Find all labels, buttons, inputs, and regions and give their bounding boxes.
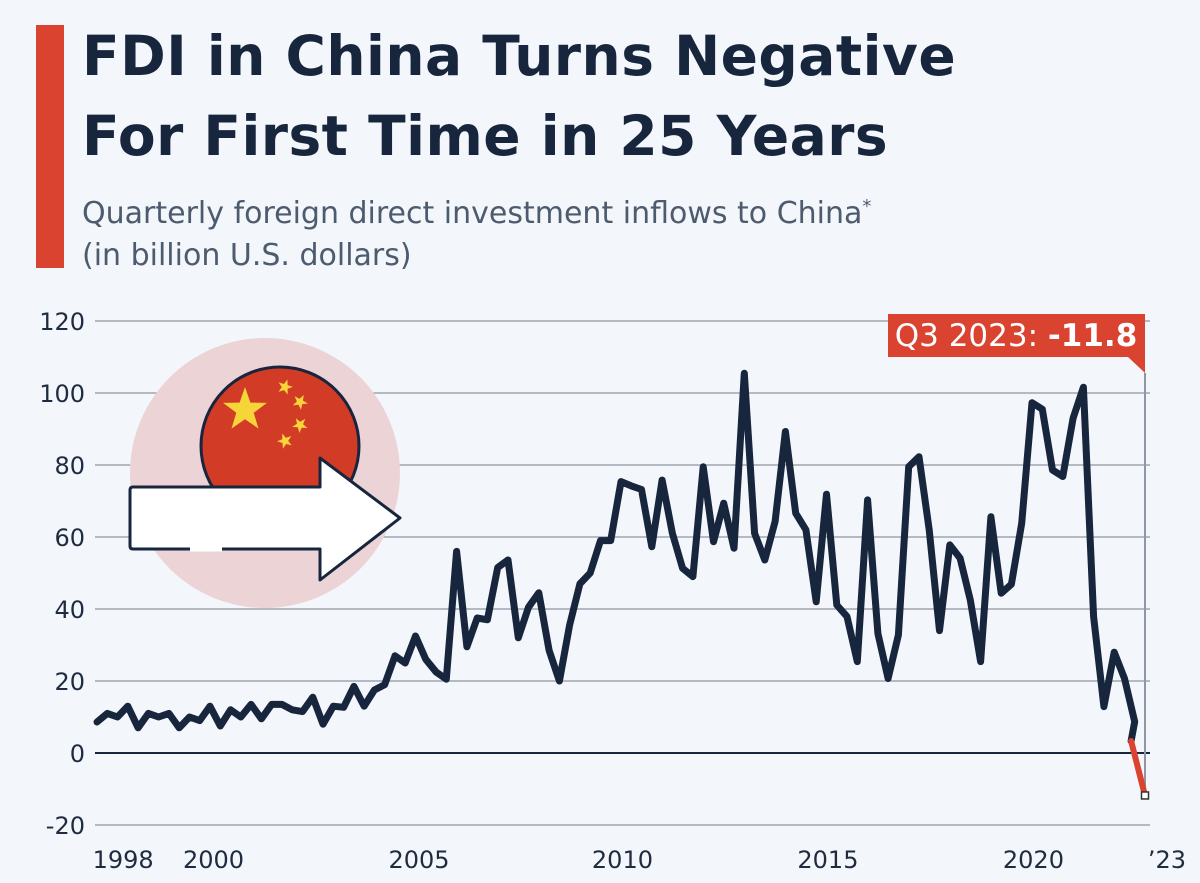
china-flag-illustration [128, 338, 402, 608]
flag-stars [223, 379, 308, 449]
small-star-icon [292, 418, 308, 433]
small-star-icon [278, 379, 293, 395]
x-tick-label: ’23 [1148, 846, 1186, 874]
subtitle-line-2: (in billion U.S. dollars) [82, 238, 412, 273]
callout-label: Q3 2023: [895, 318, 1048, 354]
y-axis: -20 0 20 40 60 80 100 120 [39, 308, 85, 840]
y-tick-label: 80 [54, 452, 85, 480]
y-tick-label: -20 [46, 812, 85, 840]
arrow-right-icon [128, 456, 402, 582]
x-tick-label: 2020 [1003, 846, 1064, 874]
series-line-fdi [93, 369, 1139, 745]
x-tick-label: 1998 [93, 846, 154, 874]
x-tick-label: 2005 [388, 846, 449, 874]
x-tick-label: 2000 [183, 846, 244, 874]
x-tick-label: 2015 [797, 846, 858, 874]
title-line-2: For First Time in 25 Years [82, 104, 889, 168]
x-tick-label: 2010 [592, 846, 653, 874]
y-tick-label: 120 [39, 308, 85, 336]
footnote-marker: * [862, 196, 872, 217]
latest-data-point [1140, 791, 1150, 800]
annotation-callout: Q3 2023: -11.8 [888, 314, 1145, 373]
chart-subtitle: Quarterly foreign direct investment infl… [82, 186, 871, 277]
y-tick-label: 0 [70, 740, 85, 768]
accent-bar [36, 25, 64, 268]
x-axis: 1998 2000 2005 2010 2015 2020 ’23 [93, 846, 1187, 874]
series-line-negative-segment [1128, 738, 1148, 799]
y-tick-label: 100 [39, 380, 85, 408]
big-star-icon [223, 387, 267, 429]
callout-text: Q3 2023: -11.8 [895, 318, 1138, 354]
y-tick-label: 60 [54, 524, 85, 552]
y-tick-label: 20 [54, 668, 85, 696]
subtitle-line-1: Quarterly foreign direct investment infl… [82, 196, 863, 231]
callout-box [888, 314, 1145, 373]
title-line-1: FDI in China Turns Negative [82, 24, 957, 88]
callout-value: -11.8 [1048, 318, 1137, 354]
y-tick-label: 40 [54, 596, 85, 624]
chart-title: FDI in China Turns Negative For First Ti… [82, 16, 1182, 176]
small-star-icon [277, 433, 292, 449]
small-star-icon [292, 395, 308, 410]
